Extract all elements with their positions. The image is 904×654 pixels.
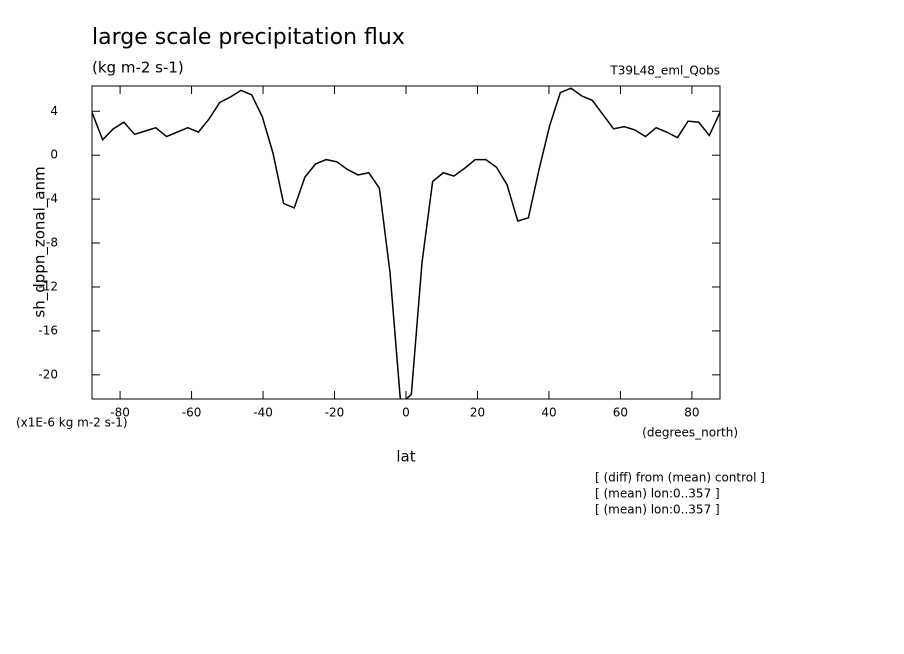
x-tick-label: -60 [182,406,202,420]
x-tick-label: 80 [684,406,699,420]
note: [ (mean) lon:0..357 ] [595,503,720,517]
x-tick-label: 20 [470,406,485,420]
chart-subtitle: (kg m-2 s-1) [92,59,184,77]
dataset-label: T39L48_eml_Qobs [609,64,720,78]
data-line [92,87,720,399]
y-units: (x1E-6 kg m-2 s-1) [16,416,128,430]
y-tick-label: 0 [50,148,58,162]
x-tick-label: -40 [253,406,273,420]
x-units: (degrees_north) [642,426,738,440]
chart-title: large scale precipitation flux [92,25,405,50]
y-tick-label: 4 [50,104,58,118]
plot-frame [91,85,721,400]
y-tick-label: -8 [46,236,58,250]
y-tick-label: -16 [38,323,58,337]
y-tick-label: -12 [38,279,58,293]
x-tick-label: 0 [402,406,410,420]
note: [ (diff) from (mean) control ] [595,471,765,485]
x-tick-label: -20 [325,406,345,420]
y-tick-label: -20 [38,367,58,381]
x-axis-label: lat [396,448,415,466]
y-tick-label: -4 [46,192,58,206]
x-tick-label: 60 [613,406,628,420]
x-tick-label: -80 [110,406,130,420]
note: [ (mean) lon:0..357 ] [595,487,720,501]
x-tick-label: 40 [541,406,556,420]
y-axis-label: sh_dppn_zonal_anm [31,166,50,317]
